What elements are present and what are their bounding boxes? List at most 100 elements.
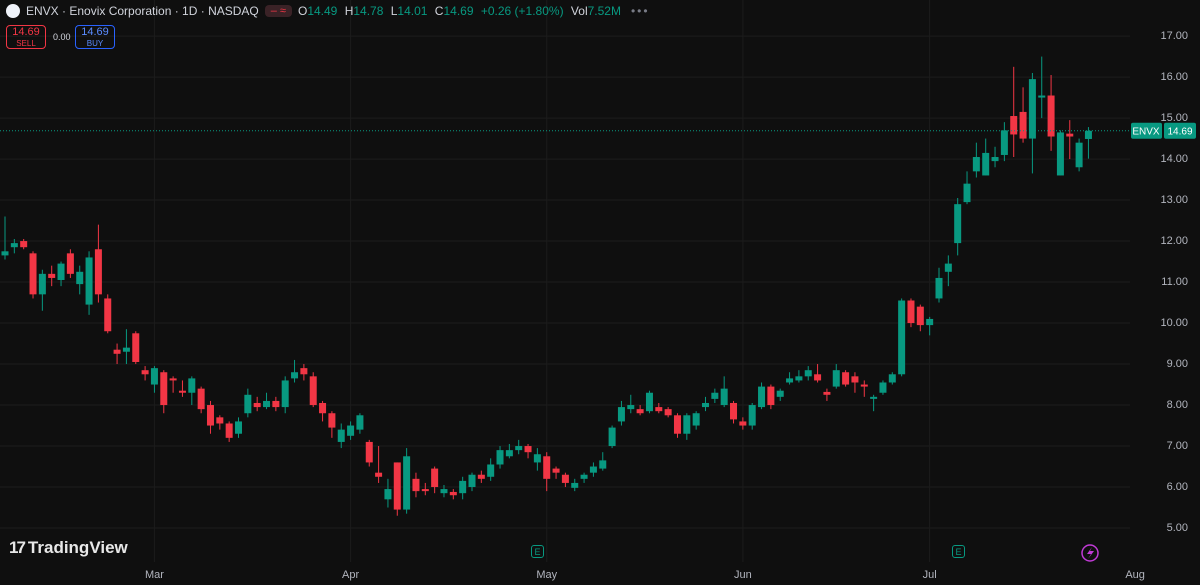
buy-label: BUY xyxy=(86,39,104,48)
x-tick-label: Jul xyxy=(923,569,937,581)
watermark: 17 TradingView xyxy=(9,538,128,558)
candle-body xyxy=(991,157,999,162)
symbol-title[interactable]: ENVX · Enovix Corporation · 1D · NASDAQ xyxy=(26,4,259,18)
candle-body xyxy=(393,462,401,510)
candle-body xyxy=(487,464,495,477)
candle-body xyxy=(832,370,840,387)
candle-body xyxy=(449,491,457,496)
candle-body xyxy=(860,384,868,387)
candle-body xyxy=(365,441,373,463)
candle-body xyxy=(888,374,896,383)
candle-body xyxy=(206,405,214,426)
sell-button[interactable]: 14.69 SELL xyxy=(6,25,46,49)
candle-body xyxy=(244,394,252,414)
candle-body xyxy=(20,241,28,248)
candle-body xyxy=(916,306,924,326)
candle-body xyxy=(384,489,392,500)
ohlc: O14.49 H14.78 L14.01 C14.69 +0.26 (+1.80… xyxy=(298,4,625,18)
price-tag-label: 14.69 xyxy=(1167,126,1192,137)
candle-body xyxy=(309,376,317,406)
candle-body xyxy=(1010,116,1018,135)
y-tick-label: 14.00 xyxy=(1160,153,1188,165)
earnings-marker[interactable]: E xyxy=(531,545,544,558)
buy-price: 14.69 xyxy=(81,26,109,38)
candle-body xyxy=(197,388,205,410)
change: +0.26 (+1.80%) xyxy=(480,4,564,18)
volume-key: Vol xyxy=(570,4,588,18)
candle-body xyxy=(515,446,523,451)
candle-body xyxy=(141,370,149,375)
candle-body xyxy=(533,454,541,463)
y-tick-label: 12.00 xyxy=(1160,235,1188,247)
candle-body xyxy=(804,370,812,377)
candle-body xyxy=(795,376,803,381)
candle-body xyxy=(1000,130,1008,155)
candle-body xyxy=(552,468,560,473)
candle-body xyxy=(730,402,738,420)
candle-body xyxy=(1056,132,1064,176)
candle-body xyxy=(786,378,794,383)
x-tick-label: Mar xyxy=(145,569,164,581)
buy-button[interactable]: 14.69 BUY xyxy=(75,25,115,49)
candle-body xyxy=(440,489,448,494)
candle-body xyxy=(1066,133,1074,137)
candle-body xyxy=(48,273,56,278)
candle-body xyxy=(823,391,831,395)
symbol-icon xyxy=(6,4,20,18)
candle-body xyxy=(645,392,653,412)
candle-body xyxy=(328,413,336,428)
candle-body xyxy=(178,390,186,393)
spread: 0.00 xyxy=(53,32,71,42)
status-pill[interactable]: – ≈ xyxy=(264,5,292,17)
candle-body xyxy=(711,392,719,399)
price-tag xyxy=(1164,122,1196,139)
more-button[interactable]: ••• xyxy=(630,4,650,18)
ohlc-value: 14.78 xyxy=(353,4,384,18)
candle-body xyxy=(814,374,822,381)
earnings-marker[interactable]: E xyxy=(952,545,965,558)
ohlc-key: C xyxy=(434,4,444,18)
candle-body xyxy=(561,474,569,483)
candle-body xyxy=(692,413,700,426)
candle-body xyxy=(1084,130,1092,139)
candle-body xyxy=(253,402,261,408)
candle-body xyxy=(571,482,579,488)
candle-body xyxy=(851,376,859,383)
header: ENVX · Enovix Corporation · 1D · NASDAQ … xyxy=(6,4,650,18)
y-tick-label: 11.00 xyxy=(1161,276,1188,288)
candle-body xyxy=(319,402,327,414)
ohlc-value: 14.69 xyxy=(443,4,474,18)
sell-price: 14.69 xyxy=(12,26,40,38)
ohlc-key: H xyxy=(344,4,354,18)
ohlc-key: O xyxy=(297,4,308,18)
candle-body xyxy=(907,300,915,324)
candle-body xyxy=(870,396,878,399)
ohlc-key: L xyxy=(390,4,398,18)
candle-body xyxy=(66,253,74,274)
candle-body xyxy=(459,480,467,494)
x-tick-label: Jun xyxy=(734,569,752,581)
y-tick-label: 10.00 xyxy=(1160,317,1188,329)
candle-body xyxy=(113,349,121,354)
candle-body xyxy=(29,253,37,295)
candle-body xyxy=(403,456,411,510)
volume: 7.52M xyxy=(587,4,621,18)
candle-body xyxy=(1019,111,1027,139)
candle-body xyxy=(57,263,65,280)
alert-icon[interactable] xyxy=(1081,544,1099,562)
candle-body xyxy=(505,450,513,457)
candle-body xyxy=(944,263,952,272)
candle-body xyxy=(412,478,420,492)
candle-body xyxy=(963,183,971,203)
y-tick-label: 9.00 xyxy=(1167,358,1188,370)
price-axis-bg xyxy=(1130,0,1200,585)
candle-body xyxy=(281,380,289,408)
candle-body xyxy=(935,277,943,299)
candle-body xyxy=(94,249,102,295)
candle-body xyxy=(300,368,308,375)
candle-body xyxy=(982,152,990,176)
candle-body xyxy=(720,388,728,406)
candle-body xyxy=(38,273,46,295)
y-tick-label: 5.00 xyxy=(1167,522,1188,534)
